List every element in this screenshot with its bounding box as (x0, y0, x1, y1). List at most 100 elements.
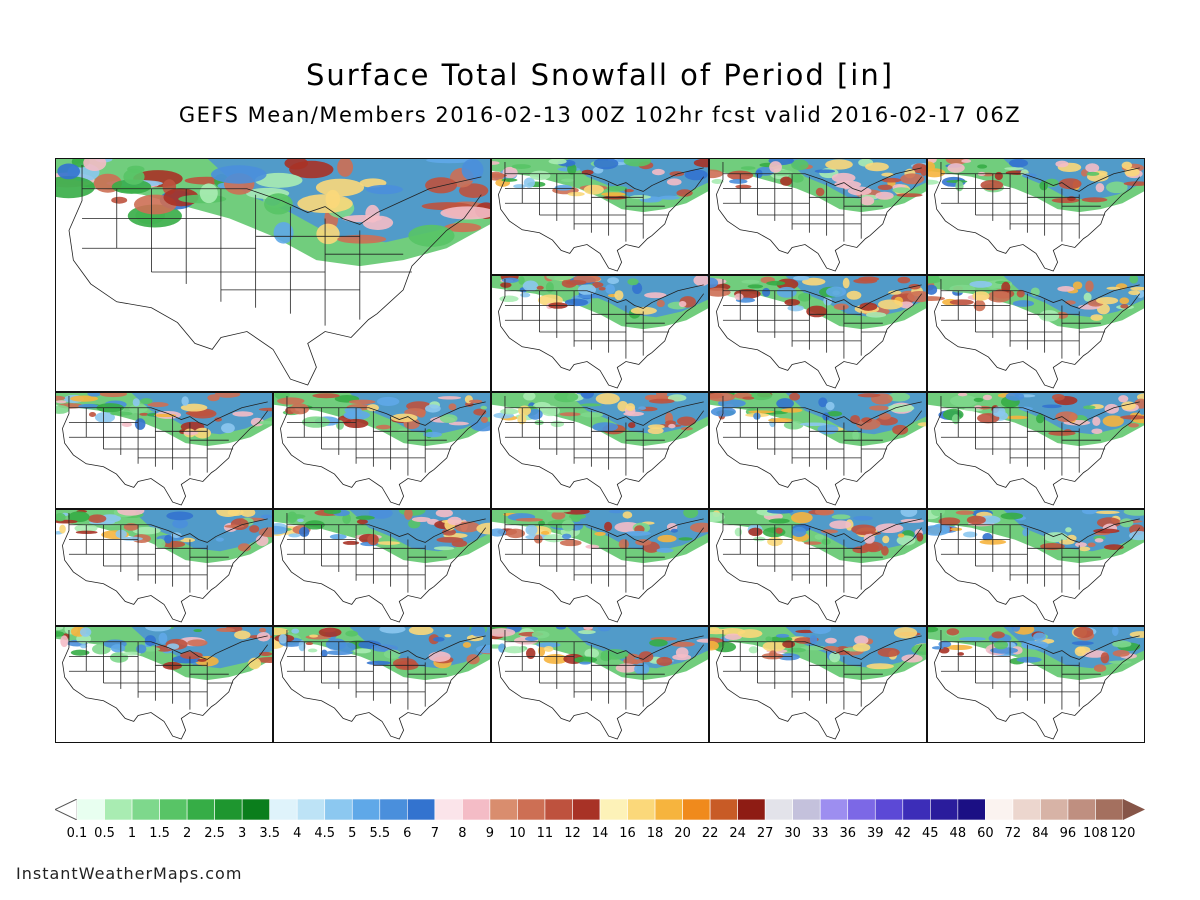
map-graphic (928, 393, 1144, 508)
state-boundaries (716, 396, 921, 505)
colorbar-bin (1067, 799, 1096, 820)
state-boundaries (716, 513, 921, 622)
colorbar-tick-label: 30 (784, 826, 801, 841)
state-boundaries (934, 162, 1139, 271)
colorbar-tick-label: 108 (1083, 826, 1108, 841)
ensemble-member-map (709, 509, 927, 626)
map-graphic (710, 276, 926, 391)
ensemble-member-map (927, 158, 1145, 275)
state-boundaries (934, 630, 1139, 739)
colorbar-bin (1012, 799, 1041, 820)
colorbar-tick-label: 27 (756, 826, 774, 841)
ensemble-member-map (491, 392, 709, 509)
snowfall-field (274, 627, 490, 681)
colorbar-tick-label: 42 (894, 826, 912, 841)
snowfall-field (710, 510, 926, 564)
state-boundaries (280, 396, 485, 505)
colorbar-bin (214, 799, 243, 820)
state-boundaries (498, 630, 703, 739)
colorbar-bin (462, 799, 491, 820)
snowfall-field (710, 159, 926, 213)
colorbar-bin (819, 799, 849, 820)
snowfall-field (928, 159, 1144, 213)
snowfall-field (492, 627, 708, 681)
colorbar-bin (1040, 799, 1069, 820)
state-boundaries (498, 396, 703, 505)
snowfall-field (492, 276, 708, 330)
colorbar-bin (241, 799, 270, 820)
map-graphic (56, 627, 272, 742)
snowfall-field (274, 393, 490, 447)
colorbar-tick-label: 3.5 (259, 826, 281, 841)
snowfall-field (710, 393, 926, 447)
map-graphic (56, 159, 490, 391)
ensemble-member-map (55, 626, 273, 743)
colorbar-tick-label: 6 (403, 826, 412, 841)
colorbar-bin (682, 799, 711, 820)
colorbar-tick-label: 5 (348, 826, 357, 841)
ensemble-mean-map (55, 158, 491, 392)
snowfall-field (492, 510, 708, 564)
colorbar-tick-label: 72 (1004, 826, 1022, 841)
ensemble-member-map (491, 626, 709, 743)
snowfall-field (492, 159, 708, 213)
snowfall-field (56, 393, 272, 447)
map-graphic (928, 276, 1144, 391)
state-boundaries (934, 279, 1139, 388)
colorbar-tick-label: 33 (811, 826, 829, 841)
colorbar-tick-label: 48 (949, 826, 967, 841)
colorbar-bin (351, 799, 381, 820)
colorbar-bin (131, 799, 160, 820)
colorbar-bin (709, 799, 738, 820)
ensemble-member-map (709, 626, 927, 743)
snowfall-field (274, 510, 490, 564)
colorbar-right-arrow (1123, 799, 1145, 820)
colorbar-bin (489, 799, 518, 820)
colorbar-bin (296, 799, 326, 820)
snowfall-field (928, 276, 1144, 330)
colorbar-bin (544, 799, 573, 820)
colorbar-tick-label: 10 (509, 826, 526, 841)
map-graphic (710, 159, 926, 274)
snowfall-field (492, 393, 708, 447)
ensemble-member-map (273, 509, 491, 626)
colorbar-tick-label: 1.5 (149, 826, 170, 841)
colorbar (55, 799, 1145, 820)
colorbar-tick-label: 1 (127, 826, 137, 841)
state-boundaries (280, 630, 485, 739)
colorbar-tick-label: 5.5 (369, 826, 391, 841)
map-graphic (492, 276, 708, 391)
map-graphic (492, 510, 708, 625)
source-credit: InstantWeatherMaps.com (16, 864, 243, 883)
state-boundaries (62, 396, 267, 505)
colorbar-tick-label: 4 (293, 826, 302, 841)
chart-subtitle: GEFS Mean/Members 2016-02-13 00Z 102hr f… (178, 103, 1022, 127)
colorbar-tick-label: 39 (866, 826, 884, 841)
colorbar-tick-label: 12 (564, 826, 581, 841)
colorbar-bin (572, 799, 601, 820)
colorbar-bin (957, 799, 986, 820)
colorbar-bin (902, 799, 931, 820)
colorbar-left-arrow (55, 799, 78, 820)
colorbar-tick-label: 24 (729, 826, 746, 841)
map-graphic (928, 627, 1144, 742)
ensemble-member-map (709, 275, 927, 392)
map-graphic (274, 393, 490, 508)
colorbar-tick-label: 2 (182, 826, 192, 841)
colorbar-bin (324, 799, 353, 820)
snowfall-field (928, 393, 1144, 447)
colorbar-tick-label: 36 (839, 826, 857, 841)
ensemble-member-map (709, 392, 927, 509)
map-graphic (492, 393, 708, 508)
map-graphic (492, 627, 708, 742)
map-graphic (274, 627, 490, 742)
map-graphic (274, 510, 490, 625)
colorbar-bin (792, 799, 821, 820)
colorbar-bin (847, 799, 876, 820)
ensemble-member-map (927, 392, 1145, 509)
colorbar-tick-label: 45 (922, 826, 939, 841)
colorbar-bin (599, 799, 628, 820)
colorbar-bin (930, 799, 959, 820)
state-boundaries (716, 162, 921, 271)
colorbar-bin (434, 799, 463, 820)
